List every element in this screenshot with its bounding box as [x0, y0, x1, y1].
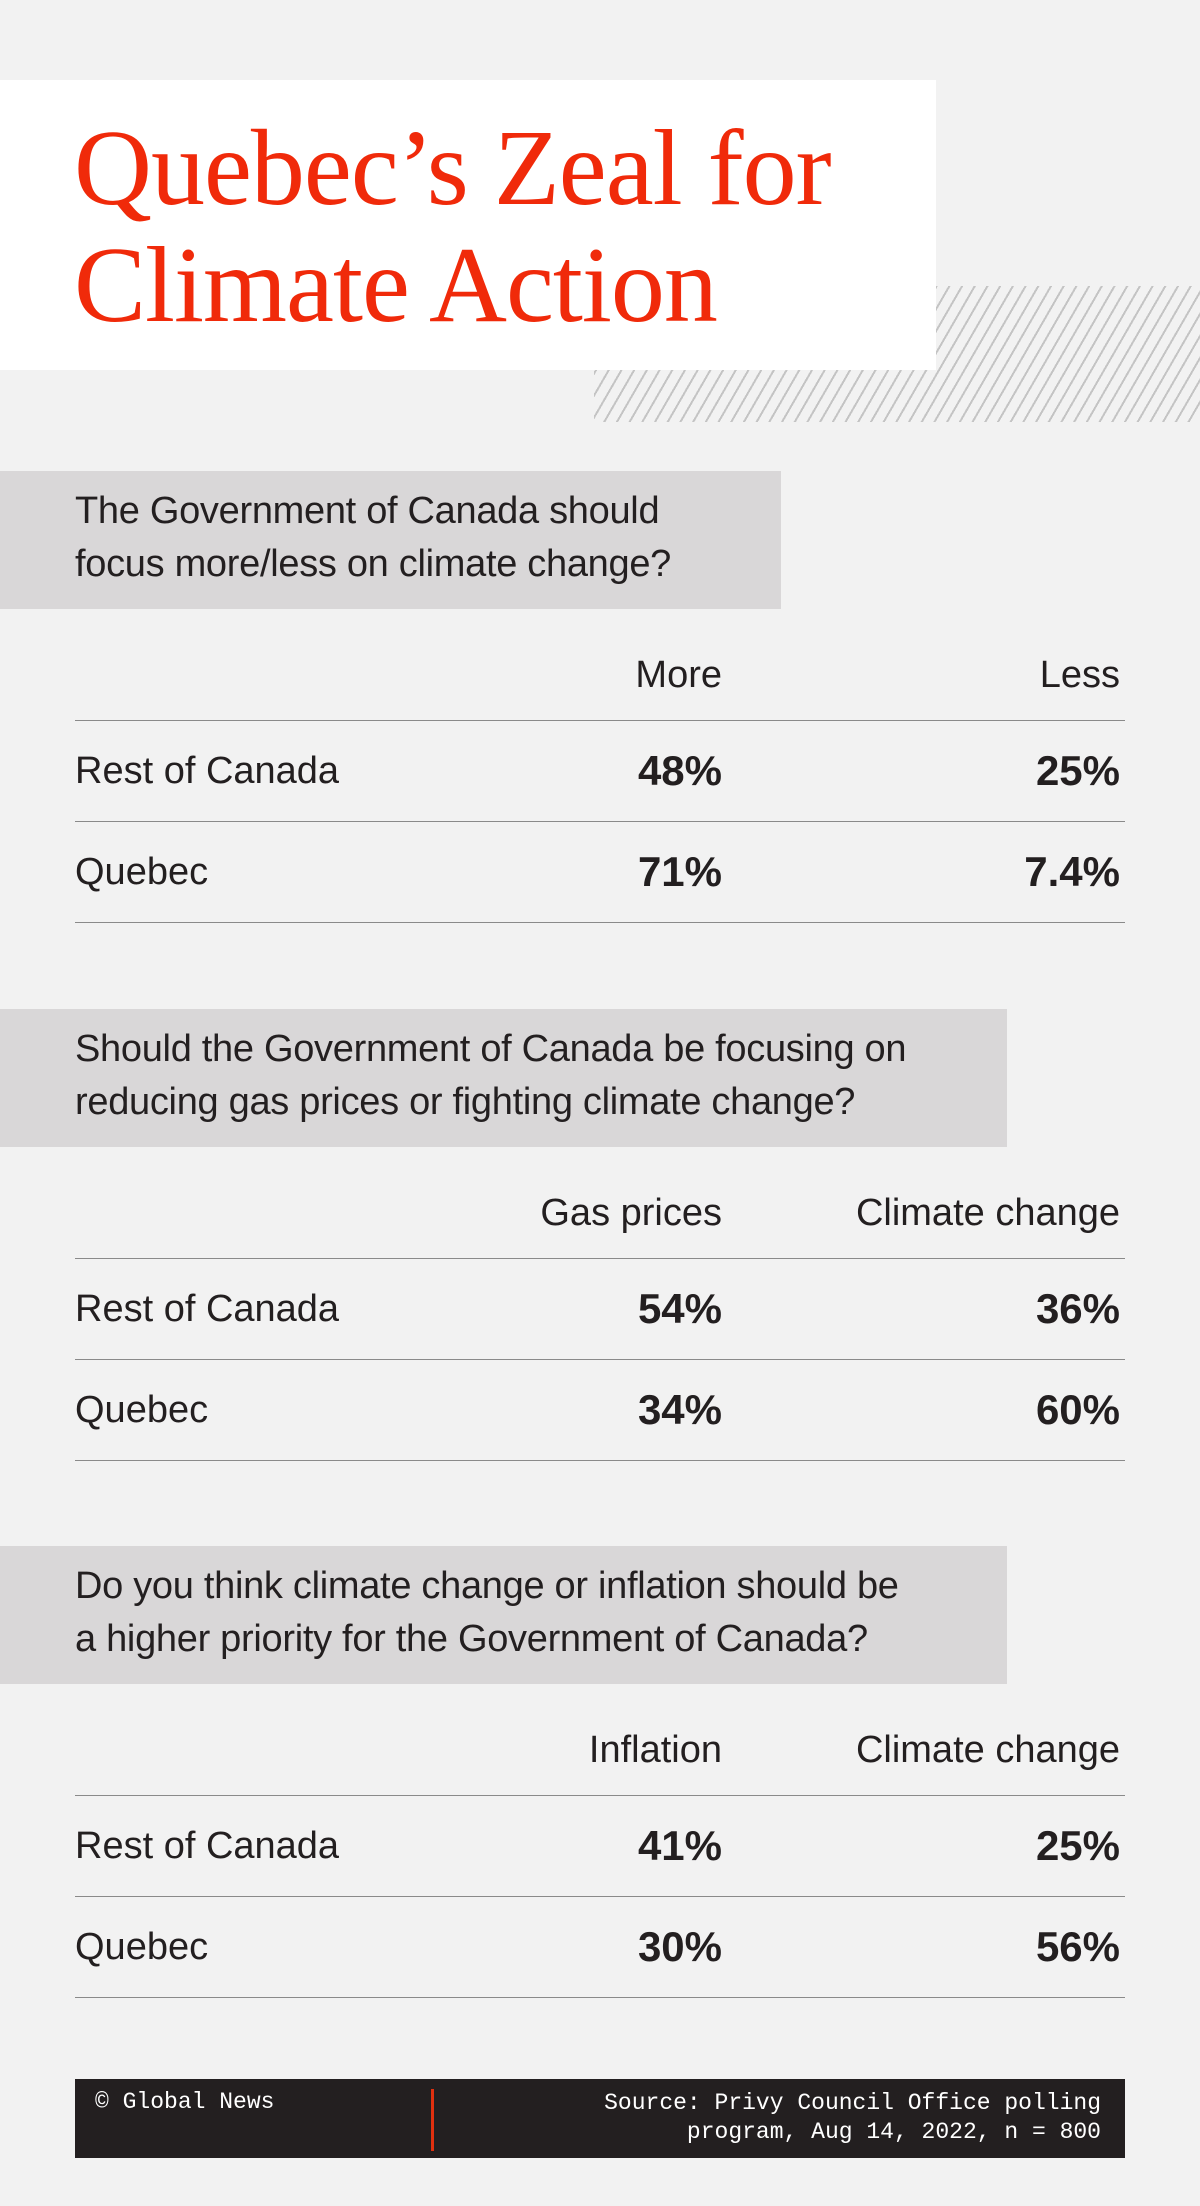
question-text: Should the Government of Canada be focus…: [75, 1023, 907, 1129]
results-table: More Less Rest of Canada 48% 25% Quebec 71% 7.4…: [75, 630, 1125, 923]
page-title: Quebec’s Zeal for Climate Action: [74, 109, 832, 345]
column-header: Climate change: [855, 1729, 1120, 1771]
row-value: 60%: [1035, 1386, 1120, 1433]
row-label: Rest of Canada: [75, 1288, 340, 1330]
row-value: 25%: [1035, 1822, 1120, 1869]
title-line-1: Quebec’s Zeal for: [74, 109, 832, 228]
row-value: 25%: [1035, 747, 1120, 794]
table-row: Quebec 71% 7.4%: [75, 822, 1125, 923]
results-table: Gas prices Climate change Rest of Canada 54…: [75, 1168, 1125, 1461]
question-box: Do you think climate change or inflation…: [0, 1546, 1007, 1684]
results-table: Inflation Climate change Rest of Canada 41%…: [75, 1705, 1125, 1998]
question-line-1: The Government of Canada should: [75, 490, 660, 532]
table-row: Quebec 34% 60%: [75, 1360, 1125, 1461]
table-row: Rest of Canada 48% 25%: [75, 721, 1125, 822]
row-value: 48%: [637, 747, 722, 794]
column-header: Inflation: [588, 1729, 722, 1771]
row-value: 41%: [637, 1822, 722, 1869]
table-header-row: Gas prices Climate change: [75, 1168, 1125, 1259]
table-header-row: More Less: [75, 630, 1125, 721]
row-label: Quebec: [75, 1926, 209, 1968]
footer-credit: © Global News: [95, 2089, 275, 2115]
footer-divider: [431, 2089, 434, 2151]
row-label: Rest of Canada: [75, 1825, 340, 1867]
column-header: Gas prices: [540, 1192, 722, 1234]
table-row: Quebec 30% 56%: [75, 1897, 1125, 1998]
table-header-row: Inflation Climate change: [75, 1705, 1125, 1796]
column-header: More: [635, 654, 722, 696]
question-line-1: Do you think climate change or inflation…: [75, 1565, 899, 1607]
source-line-2: program, Aug 14, 2022, n = 800: [686, 2119, 1101, 2145]
question-line-2: a higher priority for the Government of …: [75, 1618, 868, 1660]
footer-source: Source: Privy Council Office polling pro…: [541, 2089, 1101, 2147]
table-row: Rest of Canada 41% 25%: [75, 1796, 1125, 1897]
row-label: Quebec: [75, 851, 209, 893]
title-line-2: Climate Action: [74, 226, 718, 345]
question-box: The Government of Canada should focus mor…: [0, 471, 781, 609]
column-header: Less: [1039, 654, 1120, 696]
row-value: 54%: [637, 1285, 722, 1332]
row-label: Quebec: [75, 1389, 209, 1431]
row-value: 30%: [637, 1923, 722, 1970]
row-value: 56%: [1035, 1923, 1120, 1970]
question-line-2: reducing gas prices or fighting climate …: [75, 1081, 856, 1123]
row-label: Rest of Canada: [75, 750, 340, 792]
question-text: Do you think climate change or inflation…: [75, 1560, 899, 1666]
question-box: Should the Government of Canada be focus…: [0, 1009, 1007, 1147]
question-line-2: focus more/less on climate change?: [75, 543, 672, 585]
row-value: 71%: [637, 848, 722, 895]
source-line-1: Source: Privy Council Office polling: [604, 2090, 1101, 2116]
title-box: Quebec’s Zeal for Climate Action: [0, 80, 936, 370]
footer: © Global News Source: Privy Council Offi…: [75, 2079, 1125, 2158]
question-line-1: Should the Government of Canada be focus…: [75, 1028, 907, 1070]
row-value: 34%: [637, 1386, 722, 1433]
question-text: The Government of Canada should focus mor…: [75, 485, 671, 591]
table-row: Rest of Canada 54% 36%: [75, 1259, 1125, 1360]
row-value: 7.4%: [1024, 848, 1120, 895]
column-header: Climate change: [855, 1192, 1120, 1234]
row-value: 36%: [1035, 1285, 1120, 1332]
